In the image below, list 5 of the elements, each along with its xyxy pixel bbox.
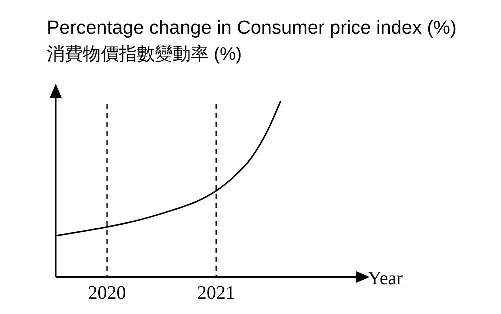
x-tick-label: 2021: [197, 283, 236, 304]
chart-subtitle: 消費物價指數變動率 (%): [47, 44, 242, 64]
x-tick-label: 2020: [88, 283, 126, 304]
chart-title: Percentage change in Consumer price index (%): [47, 18, 457, 39]
x-axis-title: Year: [368, 268, 404, 290]
